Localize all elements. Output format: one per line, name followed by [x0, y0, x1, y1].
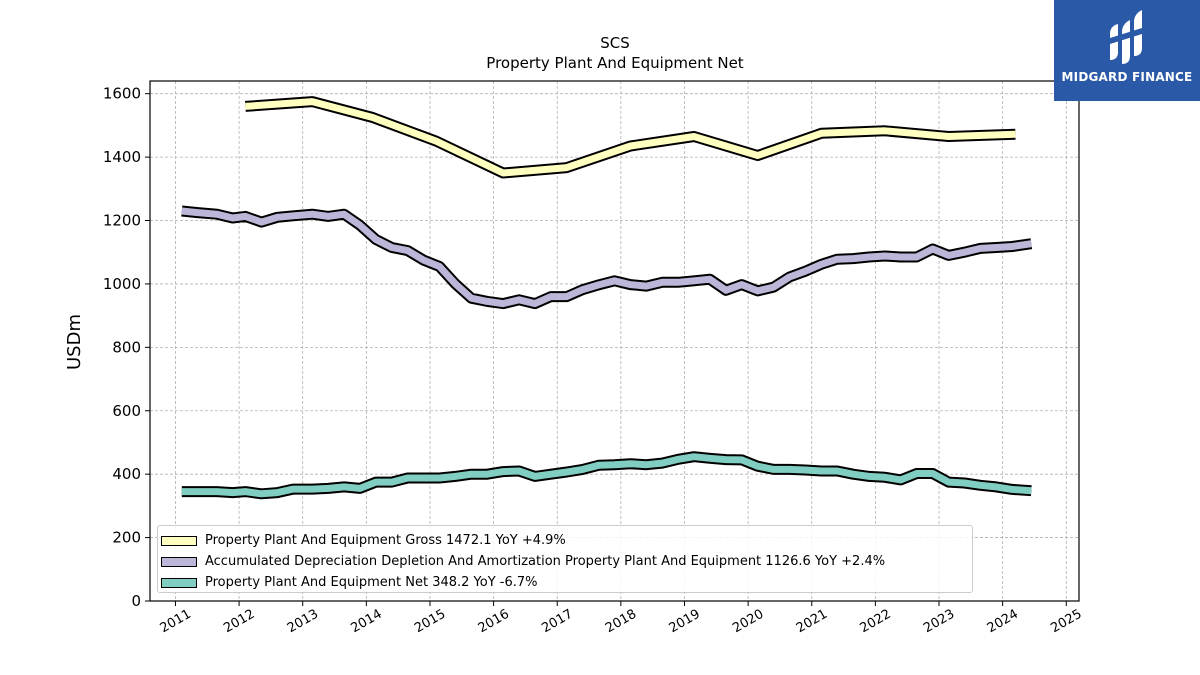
x-tick-label: 2025	[1048, 607, 1084, 637]
y-axis-label: USDm	[64, 314, 85, 370]
y-tick-label: 600	[112, 402, 141, 420]
plot-frame	[149, 80, 1080, 602]
series-line-0	[245, 98, 1016, 177]
y-tick-label: 1200	[103, 212, 141, 230]
logo-text: MIDGARD FINANCE	[1061, 70, 1193, 84]
y-tick-label: 1600	[103, 85, 141, 103]
x-tick-label: 2024	[985, 607, 1021, 637]
x-tick-label: 2016	[476, 607, 512, 637]
x-tick-label: 2013	[285, 607, 321, 637]
x-axis-ticks: 2011 2012 2013 2014 2015 2016 2017 2018 2019 2020…	[158, 601, 1085, 636]
x-tick-label: 2018	[603, 607, 639, 637]
x-tick-label: 2015	[412, 607, 448, 637]
series-line-1	[181, 207, 1032, 308]
series-lines	[181, 96, 1033, 500]
chart-title: SCS	[600, 34, 630, 52]
legend-swatch-gross	[161, 535, 197, 546]
series-line-2	[181, 453, 1032, 498]
y-tick-label: 1400	[103, 148, 141, 166]
x-tick-label: 2014	[349, 607, 385, 637]
legend-label-depreciation: Accumulated Depreciation Depletion And A…	[205, 554, 886, 569]
x-tick-label: 2017	[539, 607, 575, 637]
midgard-logo-icon	[1110, 10, 1142, 64]
x-tick-label: 2012	[221, 607, 257, 637]
y-axis-ticks: 0 200 400 600 800 1000 1200 1400 1600	[103, 85, 150, 610]
y-tick-label: 400	[112, 465, 141, 483]
legend-label-gross: Property Plant And Equipment Gross 1472.…	[205, 533, 566, 548]
grid-lines	[150, 81, 1079, 602]
brand-logo: MIDGARD FINANCE	[1054, 0, 1200, 101]
x-tick-label: 2020	[730, 607, 766, 637]
y-tick-label: 200	[112, 529, 141, 547]
legend-label-net: Property Plant And Equipment Net 348.2 Y…	[205, 575, 538, 590]
x-tick-label: 2022	[858, 607, 894, 637]
y-tick-label: 0	[131, 592, 141, 610]
legend-item-depreciation: Accumulated Depreciation Depletion And A…	[158, 551, 972, 572]
legend-item-net: Property Plant And Equipment Net 348.2 Y…	[158, 572, 972, 593]
x-tick-label: 2019	[667, 607, 703, 637]
chart-subtitle: Property Plant And Equipment Net	[486, 54, 743, 72]
legend: Property Plant And Equipment Gross 1472.…	[157, 525, 973, 593]
y-tick-label: 800	[112, 338, 141, 356]
y-tick-label: 1000	[103, 275, 141, 293]
x-tick-label: 2023	[921, 607, 957, 637]
x-tick-label: 2011	[158, 607, 194, 637]
legend-swatch-net	[161, 577, 197, 588]
x-tick-label: 2021	[794, 607, 830, 637]
legend-swatch-depreciation	[161, 556, 197, 567]
legend-item-gross: Property Plant And Equipment Gross 1472.…	[158, 530, 972, 551]
